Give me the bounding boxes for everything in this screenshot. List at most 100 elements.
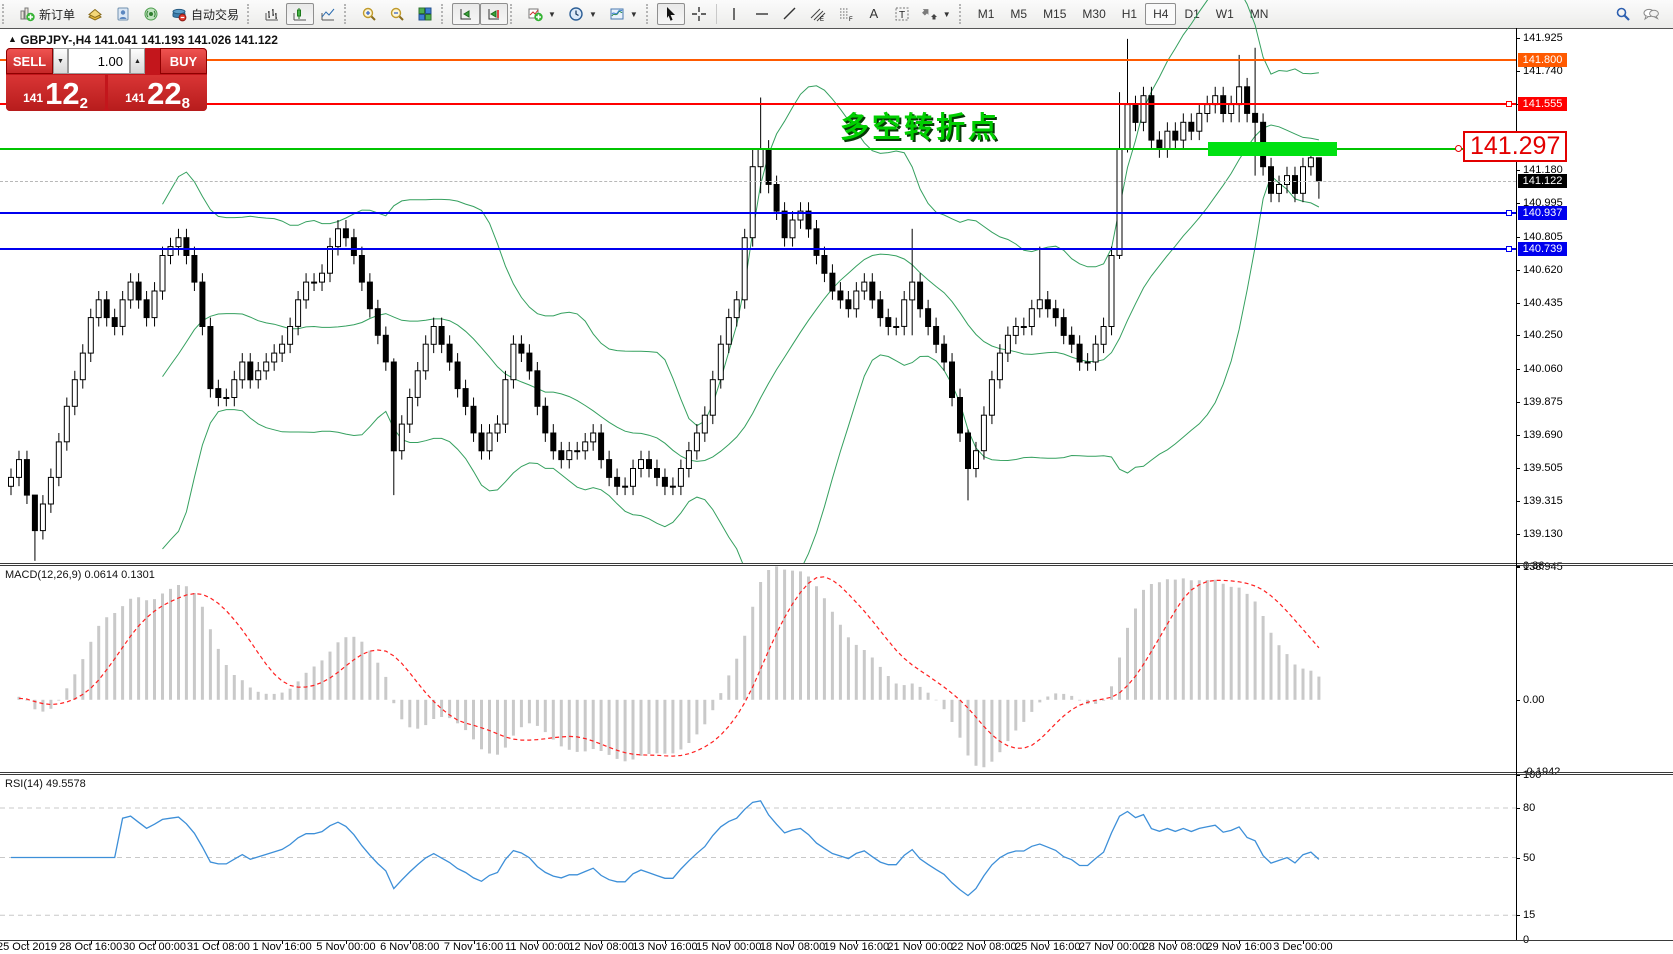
- panel-splitter[interactable]: [0, 774, 1673, 775]
- time-label: 25 Nov 16:00: [1015, 941, 1081, 953]
- time-label: 13 Nov 16:00: [632, 941, 698, 953]
- cursor-tool-button[interactable]: [656, 3, 685, 25]
- svg-text:E: E: [820, 17, 824, 22]
- templates-button[interactable]: ▼: [603, 3, 644, 25]
- price-line-badge: 140.739: [1518, 241, 1567, 256]
- toolbar-grip[interactable]: [247, 4, 256, 24]
- line-chart-button[interactable]: [314, 3, 342, 25]
- price-tick-label: 139.130: [1523, 528, 1563, 541]
- time-tick-mark: [90, 940, 92, 944]
- macd-panel[interactable]: [0, 566, 1516, 772]
- timeframe-M5[interactable]: M5: [1010, 7, 1028, 21]
- timeframe-M30[interactable]: M30: [1082, 7, 1106, 21]
- toolbar-grip[interactable]: [344, 4, 353, 24]
- candlestick-chart-button[interactable]: [286, 3, 315, 25]
- horizontal-level-line-141.297[interactable]: [0, 148, 1516, 151]
- price-tick-label: 138.945: [1523, 561, 1563, 573]
- rsi-indicator-label: RSI(14) 49.5578: [5, 778, 86, 790]
- chart-shift-button[interactable]: [480, 3, 509, 25]
- volume-decrease-button[interactable]: ▼: [53, 48, 68, 74]
- periods-button[interactable]: ▼: [562, 3, 603, 25]
- toolbar-grip[interactable]: [645, 4, 655, 24]
- label-tool-button[interactable]: T: [888, 3, 916, 25]
- line-drag-handle[interactable]: [1506, 245, 1512, 252]
- tile-windows-button[interactable]: [411, 3, 439, 25]
- search-button[interactable]: [1609, 3, 1637, 25]
- timeframe-H1[interactable]: H1: [1121, 7, 1138, 21]
- chart-shift-icon: [488, 9, 500, 20]
- panel-splitter[interactable]: [0, 563, 1673, 564]
- profile-button[interactable]: [109, 3, 137, 25]
- zoom-out-button[interactable]: [383, 3, 411, 25]
- fibonacci-tool-button[interactable]: F: [832, 3, 860, 25]
- timeframe-H4[interactable]: H4: [1145, 3, 1177, 25]
- time-tick-mark: [1239, 940, 1241, 944]
- horizontal-level-line-140.937[interactable]: [0, 212, 1516, 215]
- autotrading-button[interactable]: 自动交易: [165, 3, 245, 25]
- timeframe-M1[interactable]: M1: [977, 7, 995, 21]
- volume-input[interactable]: 1.00: [68, 48, 130, 74]
- text-tool-button[interactable]: A: [860, 3, 888, 25]
- tile-windows-icon: [418, 7, 432, 21]
- price-tick-label: 139.315: [1523, 495, 1563, 508]
- zoom-in-button[interactable]: [355, 3, 383, 25]
- panel-splitter[interactable]: [0, 940, 1673, 941]
- chat-icon: [1643, 8, 1659, 21]
- time-tick-mark: [345, 940, 347, 944]
- arrows-tool-button[interactable]: ▼: [916, 3, 957, 25]
- cursor-icon: [666, 7, 675, 21]
- highlighted-support-zone[interactable]: [1208, 142, 1337, 156]
- sound-button[interactable]: [137, 3, 165, 25]
- price-tick-mark: [1516, 269, 1520, 271]
- indicators-button[interactable]: ▼: [521, 3, 562, 25]
- current-price-badge: 141.122: [1518, 173, 1567, 188]
- toolbar-grip[interactable]: [2, 4, 11, 24]
- channel-tool-button[interactable]: E: [804, 3, 832, 25]
- toolbar-grip[interactable]: [510, 4, 519, 24]
- horizontal-level-line-141.800[interactable]: [0, 59, 1516, 62]
- line-drag-handle[interactable]: [1506, 100, 1512, 107]
- macd-tick-label: 0.00: [1523, 693, 1545, 706]
- timeframe-MN[interactable]: MN: [1249, 7, 1269, 21]
- panel-splitter[interactable]: [0, 565, 1673, 566]
- svg-text:T: T: [899, 10, 905, 21]
- ohlc-high: 141.193: [141, 33, 185, 47]
- chat-button[interactable]: [1637, 3, 1665, 25]
- buy-price-button[interactable]: 141 22 8: [108, 75, 207, 111]
- time-label: 28 Oct 16:00: [59, 941, 123, 953]
- auto-scroll-button[interactable]: [452, 3, 481, 25]
- toolbar-grip[interactable]: [441, 4, 450, 24]
- buy-button[interactable]: BUY: [160, 48, 207, 74]
- new-order-icon: [20, 7, 35, 22]
- candlestick-chart-area[interactable]: [0, 0, 1516, 563]
- time-label: 19 Nov 16:00: [823, 941, 890, 953]
- vertical-line-icon: [733, 8, 735, 20]
- journal-button[interactable]: [81, 3, 109, 25]
- timeframe-W1[interactable]: W1: [1215, 7, 1234, 21]
- rsi-panel[interactable]: [0, 775, 1516, 940]
- sell-price-button[interactable]: 141 12 2: [6, 75, 105, 111]
- chart-annotation-text[interactable]: 多空转折点: [840, 112, 1001, 144]
- horizontal-line-tool-button[interactable]: [748, 3, 776, 25]
- time-label: 31 Oct 08:00: [186, 941, 250, 953]
- time-label: 5 Nov 00:00: [316, 941, 376, 953]
- price-tick-mark: [1516, 434, 1520, 436]
- sell-button[interactable]: SELL: [6, 48, 53, 74]
- time-tick-mark: [409, 940, 411, 944]
- crosshair-tool-button[interactable]: [685, 3, 713, 25]
- bar-chart-button[interactable]: [258, 3, 286, 25]
- time-tick-mark: [154, 940, 156, 944]
- vertical-line-tool-button[interactable]: [720, 3, 748, 25]
- new-order-button[interactable]: 新订单: [13, 3, 81, 25]
- volume-increase-button[interactable]: ▲: [130, 48, 145, 74]
- toolbar-grip[interactable]: [958, 4, 968, 24]
- callout-connector-ring: [1455, 145, 1462, 153]
- horizontal-level-line-141.555[interactable]: [0, 102, 1516, 105]
- timeframe-M15[interactable]: M15: [1043, 7, 1067, 21]
- panel-splitter[interactable]: [0, 772, 1673, 773]
- ohlc-close: 141.122: [234, 33, 278, 47]
- line-drag-handle[interactable]: [1506, 210, 1512, 217]
- price-callout-label[interactable]: 141.297: [1463, 131, 1568, 162]
- horizontal-level-line-140.739[interactable]: [0, 247, 1516, 250]
- trendline-tool-button[interactable]: [776, 3, 804, 25]
